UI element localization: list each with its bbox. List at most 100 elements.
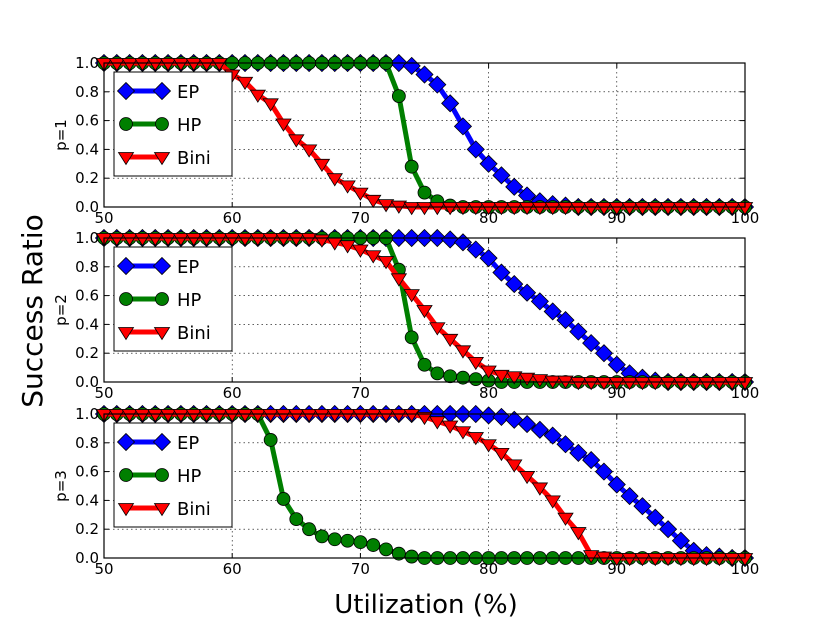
x-tick-label: 80 bbox=[479, 209, 498, 227]
data-point-bini bbox=[467, 432, 485, 446]
x-tick-label: 100 bbox=[731, 209, 760, 227]
data-point-bini bbox=[723, 377, 741, 391]
y-tick-label: 1.0 bbox=[75, 54, 99, 72]
data-point-bini bbox=[198, 409, 215, 423]
data-point-bini bbox=[121, 58, 138, 72]
data-point-bini bbox=[313, 409, 331, 423]
legend-marker-bini bbox=[117, 152, 135, 166]
data-point-bini bbox=[518, 372, 536, 386]
axes-frame bbox=[103, 62, 746, 208]
data-point-bini bbox=[172, 58, 190, 72]
data-point-hp bbox=[404, 330, 419, 345]
y-tick-label: 0.0 bbox=[75, 373, 99, 391]
x-tick-label: 70 bbox=[351, 209, 370, 227]
data-point-ep bbox=[607, 475, 626, 494]
data-point-bini bbox=[352, 244, 369, 258]
legend-marker-ep bbox=[116, 81, 136, 101]
data-point-ep bbox=[441, 230, 460, 249]
data-point-ep bbox=[582, 334, 601, 353]
data-point-hp bbox=[327, 532, 342, 547]
data-point-bini bbox=[352, 187, 369, 201]
legend-marker-ep bbox=[116, 256, 136, 276]
x-tick-label: 80 bbox=[479, 384, 498, 402]
data-point-bini bbox=[300, 144, 318, 158]
data-point-ep bbox=[441, 94, 460, 113]
data-point-bini bbox=[506, 371, 523, 385]
data-point-ep bbox=[505, 177, 524, 196]
data-point-bini bbox=[339, 240, 356, 254]
x-tick-label: 70 bbox=[351, 560, 370, 578]
data-point-bini bbox=[249, 89, 267, 103]
data-point-ep bbox=[530, 292, 549, 311]
data-point-bini bbox=[211, 233, 228, 247]
data-point-ep bbox=[659, 520, 678, 539]
legend-label-bini: Bini bbox=[177, 499, 211, 520]
x-tick-label: 100 bbox=[731, 384, 760, 402]
data-point-bini bbox=[185, 58, 202, 72]
data-point-bini bbox=[454, 345, 472, 359]
panel-label: p=3 bbox=[52, 470, 70, 502]
data-point-bini bbox=[326, 173, 343, 187]
y-tick-label: 0.6 bbox=[75, 287, 99, 305]
data-point-bini bbox=[531, 482, 549, 496]
data-point-bini bbox=[339, 180, 356, 194]
x-tick-label: 100 bbox=[731, 560, 760, 578]
data-point-bini bbox=[582, 202, 600, 216]
data-point-bini bbox=[339, 409, 356, 423]
data-point-bini bbox=[506, 459, 523, 473]
data-point-ep bbox=[517, 283, 537, 302]
data-point-bini bbox=[723, 202, 741, 216]
data-point-bini bbox=[121, 409, 138, 423]
data-point-bini bbox=[377, 409, 395, 423]
data-point-bini bbox=[223, 233, 241, 247]
data-point-hp bbox=[315, 529, 329, 544]
data-point-hp bbox=[302, 522, 317, 537]
data-point-bini bbox=[429, 322, 446, 336]
x-tick-label: 50 bbox=[94, 209, 113, 227]
data-point-bini bbox=[249, 233, 267, 247]
y-tick-label: 0.6 bbox=[75, 463, 99, 481]
data-point-ep bbox=[556, 311, 575, 330]
data-point-ep bbox=[556, 435, 575, 454]
data-point-bini bbox=[147, 409, 164, 423]
panel-3: 50 60 70 80 90 100 0.0 0.2 0.4 0.6 0.8 1.0 p=3 EP HP Bi… bbox=[52, 404, 760, 578]
data-point-bini bbox=[300, 233, 318, 247]
x-axis-label: Utilization (%) bbox=[334, 590, 518, 620]
data-point-bini bbox=[108, 409, 126, 423]
data-point-bini bbox=[185, 233, 202, 247]
data-point-ep bbox=[479, 249, 498, 268]
x-tick-label: 50 bbox=[94, 384, 113, 402]
legend-label-hp: HP bbox=[177, 115, 202, 136]
data-point-ep bbox=[479, 406, 498, 425]
data-point-bini bbox=[570, 527, 587, 541]
data-point-bini bbox=[582, 377, 600, 391]
data-point-bini bbox=[454, 426, 472, 440]
data-point-hp bbox=[443, 369, 458, 384]
data-point-hp bbox=[417, 357, 432, 372]
data-point-bini bbox=[159, 409, 177, 423]
data-point-bini bbox=[518, 202, 536, 216]
data-point-ep bbox=[415, 65, 434, 84]
y-tick-label: 0.0 bbox=[75, 198, 99, 216]
data-point-bini bbox=[236, 409, 254, 423]
data-point-bini bbox=[313, 158, 331, 173]
legend-marker-bini bbox=[153, 503, 171, 517]
panel-label: p=1 bbox=[52, 119, 70, 151]
data-point-hp bbox=[366, 538, 381, 552]
legend-label-ep: EP bbox=[177, 82, 199, 103]
data-point-bini bbox=[698, 553, 715, 567]
legend-marker-bini bbox=[117, 503, 135, 517]
data-point-bini bbox=[288, 409, 305, 423]
data-point-bini bbox=[595, 202, 613, 216]
data-point-bini bbox=[403, 289, 420, 303]
data-point-bini bbox=[659, 377, 677, 391]
data-point-bini bbox=[249, 409, 267, 423]
data-point-bini bbox=[634, 377, 651, 391]
legend-marker-bini bbox=[117, 327, 135, 341]
data-point-bini bbox=[364, 409, 382, 423]
legend-marker-ep bbox=[152, 432, 172, 452]
data-point-bini bbox=[275, 118, 292, 132]
data-point-ep bbox=[479, 154, 498, 173]
data-point-bini bbox=[557, 512, 574, 526]
